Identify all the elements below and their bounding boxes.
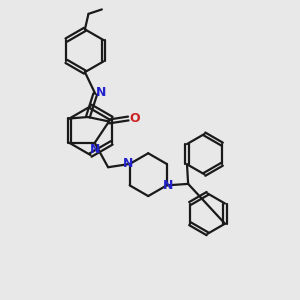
Text: N: N	[89, 143, 100, 156]
Text: N: N	[95, 86, 106, 99]
Text: O: O	[130, 112, 140, 125]
Text: N: N	[123, 158, 134, 170]
Text: N: N	[163, 179, 173, 192]
